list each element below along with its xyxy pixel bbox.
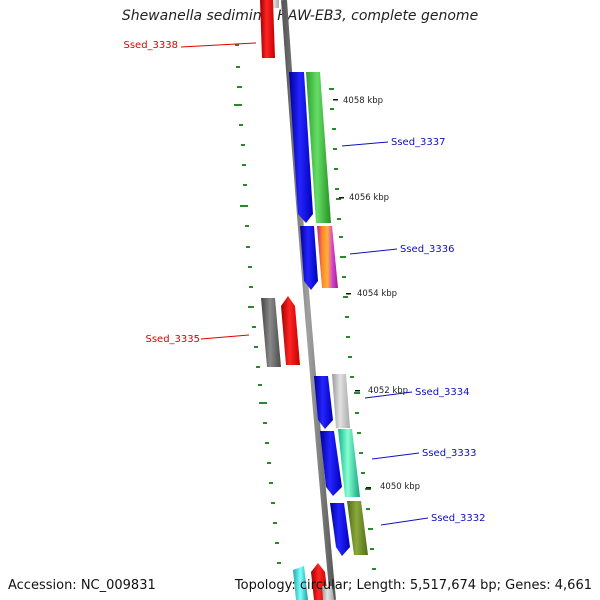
gene-label-ssed3333[interactable]: Ssed_3333 [422, 448, 477, 459]
cds-ssed3334-light[interactable] [332, 374, 350, 428]
scale-labels: 4058 kbp 4056 kbp 4054 kbp 4052 kbp 4050… [343, 96, 420, 492]
cds-ssed3333-teal[interactable] [338, 429, 360, 497]
cds-forward-ssed3334-blue[interactable] [314, 376, 333, 429]
gene-label-ssed3334[interactable]: Ssed_3334 [415, 387, 470, 398]
gene-label-ssed3335[interactable]: Ssed_3335 [145, 334, 200, 345]
cds-ssed3335-grey[interactable] [261, 298, 281, 367]
accession-info: Accession: NC_009831 [8, 578, 156, 593]
cds-reverse-ssed3338[interactable] [260, 0, 275, 58]
scale-ticks [333, 99, 371, 489]
gene-label-ssed3336[interactable]: Ssed_3336 [400, 244, 455, 255]
cds-forward-ssed3336-blue[interactable] [300, 226, 318, 290]
genome-summary: Topology: circular; Length: 5,517,674 bp… [234, 578, 592, 593]
cds-ssed3332-olive[interactable] [347, 501, 368, 555]
scale-label-4058: 4058 kbp [343, 96, 383, 106]
gene-label-ssed3337[interactable]: Ssed_3337 [391, 137, 446, 148]
scale-label-4052: 4052 kbp [368, 386, 408, 396]
cds-cyan-bottom [293, 566, 308, 600]
cds-reverse-ssed3335-red[interactable] [281, 296, 300, 365]
cds-ssed3337-green[interactable] [306, 72, 331, 223]
gene-labels: Ssed_3338 Ssed_3337 Ssed_3336 Ssed_3335 … [123, 40, 485, 524]
cds-forward-ssed3332-blue[interactable] [330, 503, 350, 556]
gene-label-ssed3332[interactable]: Ssed_3332 [431, 513, 486, 524]
scale-label-4050: 4050 kbp [380, 482, 420, 492]
gc-skew-ticks-right [329, 88, 376, 570]
map-title: Shewanella sediminis HAW-EB3, complete g… [121, 8, 479, 24]
cds-forward-ssed3333-blue[interactable] [320, 431, 342, 496]
cds-ssed3336-multi[interactable] [317, 226, 338, 288]
label-leaders [180, 42, 429, 526]
scale-label-4054: 4054 kbp [357, 289, 397, 299]
scale-label-4056: 4056 kbp [349, 193, 389, 203]
cds-forward-ssed3337-blue[interactable] [289, 72, 313, 223]
gc-skew-ticks-left [234, 44, 281, 564]
gene-label-ssed3338[interactable]: Ssed_3338 [123, 40, 178, 51]
cds-light-bottom [322, 586, 334, 600]
